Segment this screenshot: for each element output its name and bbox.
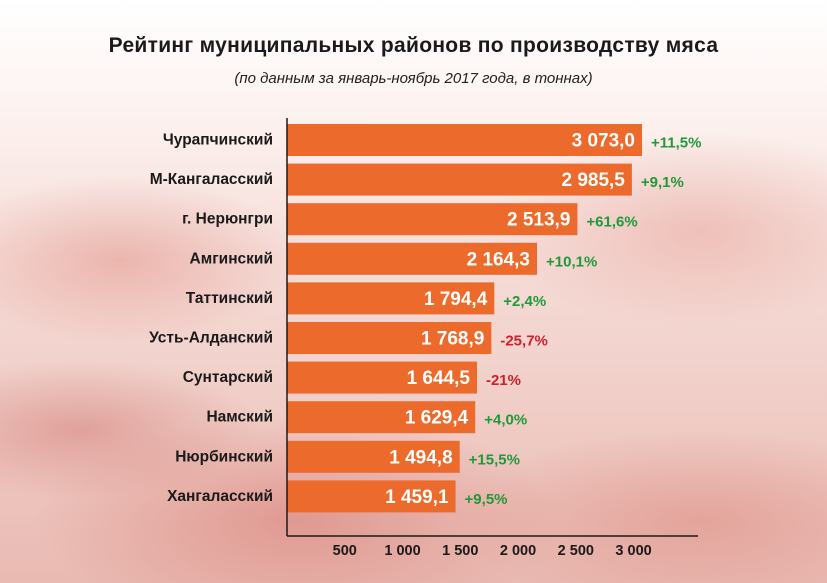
bar-10 bbox=[287, 480, 456, 513]
category-label: Амгинский bbox=[190, 250, 273, 267]
change-label: +11,5% bbox=[651, 135, 701, 152]
bar-4 bbox=[287, 242, 538, 275]
chart-title: Рейтинг муниципальных районов по произво… bbox=[108, 34, 719, 57]
value-label: 2 985,5 bbox=[561, 170, 625, 191]
x-tick-label: 1 500 bbox=[442, 543, 478, 559]
value-label: 1 494,8 bbox=[389, 447, 452, 468]
change-label: +15,5% bbox=[469, 451, 520, 468]
category-label: г. Нерюнгри bbox=[182, 211, 273, 228]
change-label: +10,1% bbox=[546, 253, 597, 270]
bar-5 bbox=[287, 282, 495, 315]
x-tick-label: 2 500 bbox=[558, 543, 594, 559]
value-label: 1 794,4 bbox=[424, 289, 488, 310]
value-label: 1 629,4 bbox=[405, 408, 469, 429]
change-label: +9,5% bbox=[465, 491, 508, 508]
category-label: Сунтарский bbox=[183, 369, 273, 386]
change-label: -25,7% bbox=[500, 333, 548, 350]
bar-2 bbox=[287, 163, 632, 196]
chart-subtitle: (по данным за январь-ноябрь 2017 года, в… bbox=[234, 70, 593, 87]
x-tick-label: 3 000 bbox=[615, 543, 651, 559]
change-label: +61,6% bbox=[586, 214, 637, 231]
bar-3 bbox=[287, 203, 578, 236]
bar-9 bbox=[287, 440, 460, 473]
value-label: 1 768,9 bbox=[421, 329, 484, 350]
bar-6 bbox=[287, 322, 492, 354]
value-label: 2 513,9 bbox=[507, 210, 570, 231]
category-label: М-Кангаласский bbox=[150, 171, 273, 188]
change-label: +9,1% bbox=[641, 174, 684, 191]
bar-1 bbox=[287, 124, 642, 156]
change-label: +2,4% bbox=[503, 293, 546, 310]
x-tick-label: 1 000 bbox=[384, 543, 420, 559]
category-label: Таттинский bbox=[186, 290, 273, 307]
bar-8 bbox=[287, 401, 476, 434]
value-label: 1 644,5 bbox=[407, 368, 471, 389]
value-label: 1 459,1 bbox=[385, 487, 449, 508]
category-label: Намский bbox=[206, 409, 273, 426]
x-tick-label: 2 000 bbox=[500, 543, 536, 559]
value-label: 2 164,3 bbox=[467, 249, 530, 270]
change-label: +4,0% bbox=[484, 412, 527, 429]
x-tick-label: 500 bbox=[333, 543, 357, 559]
category-label: Чурапчинский bbox=[163, 132, 273, 149]
category-label: Хангаласский bbox=[167, 488, 273, 505]
category-label: Усть-Алданский bbox=[149, 330, 273, 347]
value-label: 3 073,0 bbox=[572, 131, 635, 152]
category-label: Нюрбинский bbox=[175, 448, 273, 465]
bar-7 bbox=[287, 361, 477, 394]
change-label: -21% bbox=[486, 372, 521, 389]
